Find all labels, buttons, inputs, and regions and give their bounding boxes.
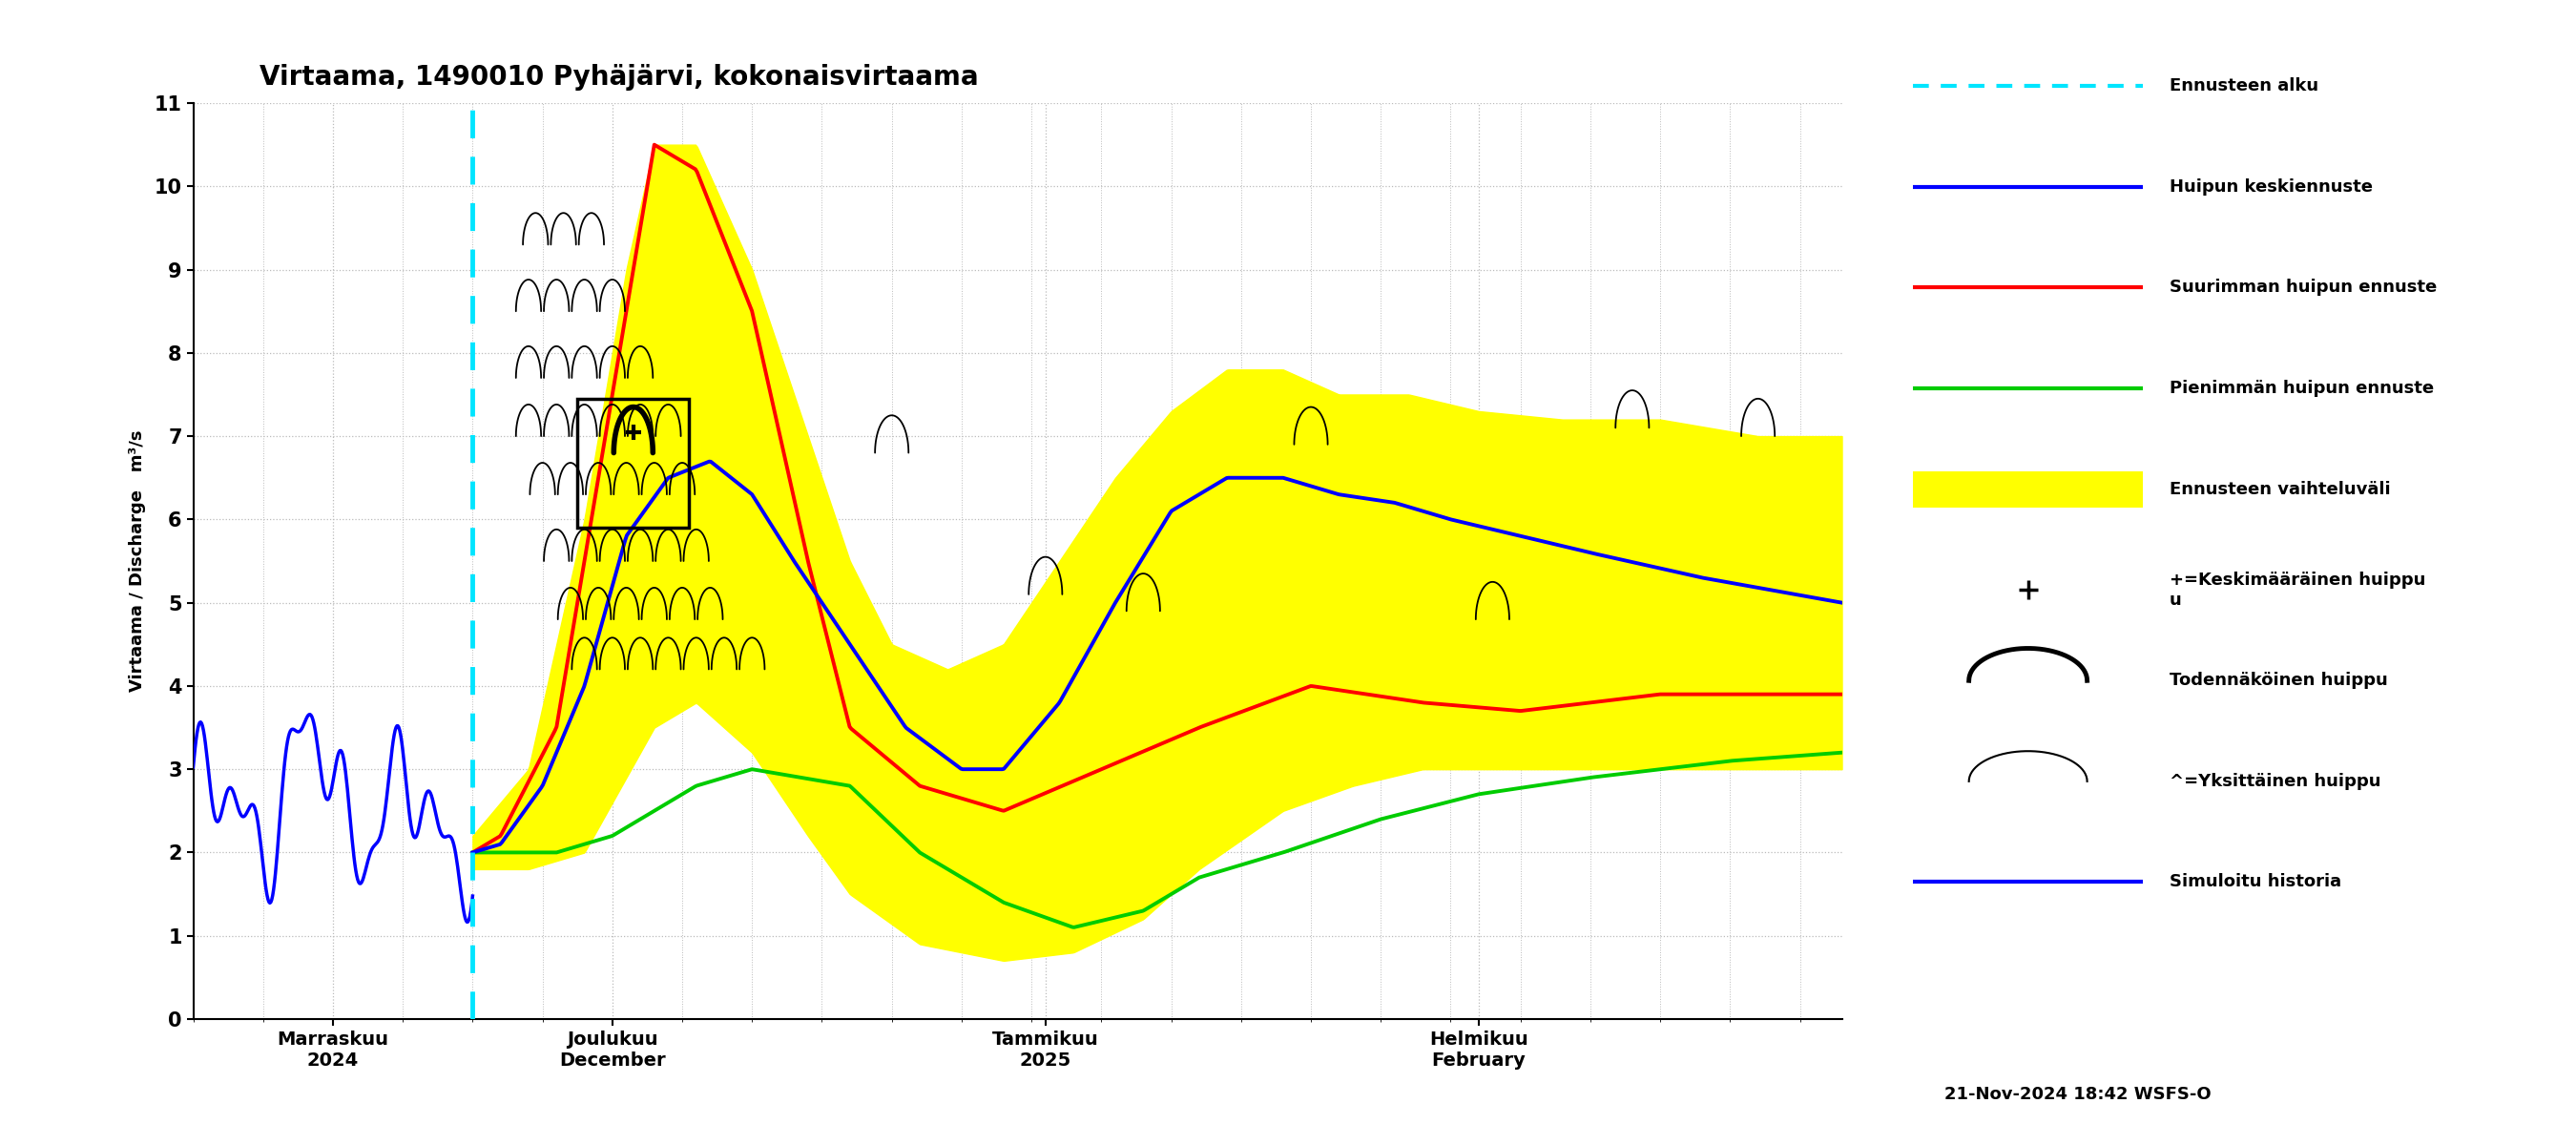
Text: Pienimmän huipun ennuste: Pienimmän huipun ennuste [2169, 380, 2434, 397]
Text: Todennäköinen huippu: Todennäköinen huippu [2169, 672, 2388, 689]
Text: Virtaama, 1490010 Pyhäjärvi, kokonaisvirtaama: Virtaama, 1490010 Pyhäjärvi, kokonaisvir… [260, 63, 979, 90]
Text: Ennusteen vaihteluväli: Ennusteen vaihteluväli [2169, 481, 2391, 498]
Text: 21-Nov-2024 18:42 WSFS-O: 21-Nov-2024 18:42 WSFS-O [1945, 1085, 2213, 1103]
Text: ^=Yksittäinen huippu: ^=Yksittäinen huippu [2169, 773, 2380, 790]
Bar [577, 398, 690, 528]
Text: Ennusteen alku: Ennusteen alku [2169, 78, 2318, 95]
Text: Suurimman huipun ennuste: Suurimman huipun ennuste [2169, 279, 2437, 297]
Bar [1914, 471, 2143, 507]
Text: Huipun keskiennuste: Huipun keskiennuste [2169, 179, 2372, 196]
Text: Simuloitu historia: Simuloitu historia [2169, 874, 2342, 891]
Y-axis label: Virtaama / Discharge   m³/s: Virtaama / Discharge m³/s [129, 431, 147, 692]
Text: +=Keskimääräinen huippu
u: +=Keskimääräinen huippu u [2169, 571, 2424, 608]
